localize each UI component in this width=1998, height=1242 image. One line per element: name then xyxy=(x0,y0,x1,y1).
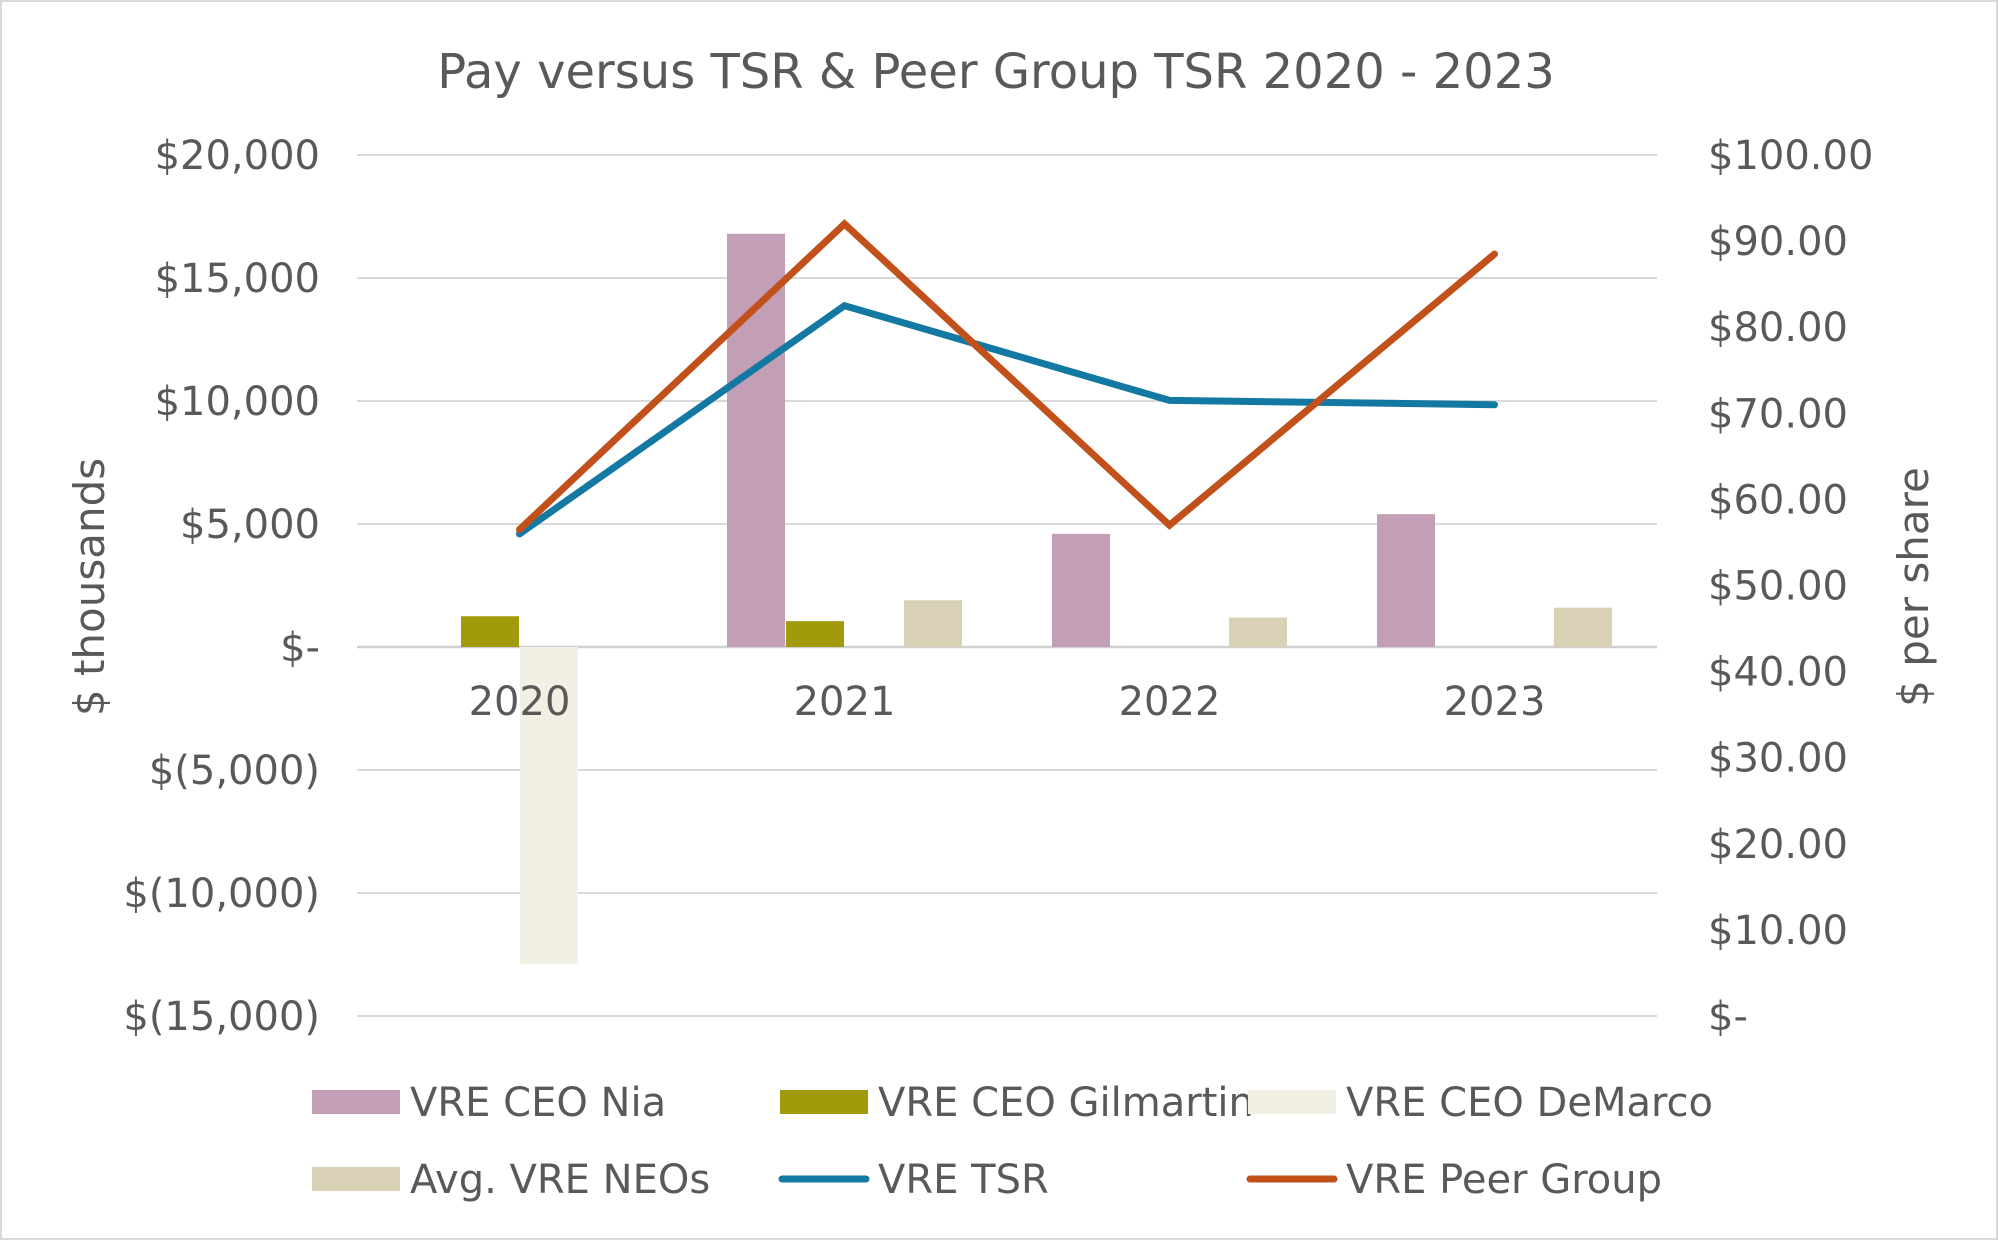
left-tick-label: $(5,000) xyxy=(149,748,320,794)
right-tick-label: $- xyxy=(1708,994,1748,1040)
right-axis-label: $ per share xyxy=(1889,467,1938,707)
left-tick-label: $5,000 xyxy=(180,502,320,548)
left-tick-label: $- xyxy=(280,625,320,671)
category-labels: 2020 2021 2022 2023 xyxy=(469,679,1546,725)
bar xyxy=(727,233,785,647)
category-label: 2023 xyxy=(1444,679,1546,725)
right-tick-label: $50.00 xyxy=(1708,564,1848,610)
lines xyxy=(516,219,1498,538)
category-label: 2021 xyxy=(794,679,896,725)
bar xyxy=(520,647,578,965)
right-tick-label: $20.00 xyxy=(1708,822,1848,868)
bar xyxy=(904,600,962,647)
legend-label: VRE CEO Nia xyxy=(410,1080,666,1126)
legend-item: VRE TSR xyxy=(778,1157,1049,1203)
legend-item: VRE CEO Nia xyxy=(312,1080,666,1126)
left-tick-label: $(15,000) xyxy=(123,994,320,1040)
legend-item: VRE CEO Gilmartin xyxy=(780,1080,1254,1126)
legend-label: VRE CEO Gilmartin xyxy=(878,1080,1254,1126)
category-label: 2020 xyxy=(469,679,571,725)
bar xyxy=(1229,617,1287,647)
left-tick-label: $15,000 xyxy=(155,256,320,302)
legend-label: VRE CEO DeMarco xyxy=(1346,1080,1713,1126)
legend-label: VRE Peer Group xyxy=(1346,1157,1662,1203)
right-tick-label: $70.00 xyxy=(1708,391,1848,437)
left-tick-label: $20,000 xyxy=(155,133,320,179)
right-tick-label: $90.00 xyxy=(1708,219,1848,265)
right-tick-label: $40.00 xyxy=(1708,650,1848,696)
left-tick-label: $10,000 xyxy=(155,379,320,425)
right-axis-ticks: $100.00 $90.00 $80.00 $70.00 $60.00 $50.00 $40… xyxy=(1708,133,1873,1040)
bar xyxy=(1377,514,1435,647)
bar xyxy=(1052,533,1110,647)
legend-swatch xyxy=(312,1167,400,1191)
legend-item: Avg. VRE NEOs xyxy=(312,1157,710,1203)
category-label: 2022 xyxy=(1119,679,1221,725)
left-axis-label: $ thousands xyxy=(65,458,114,716)
legend-label: Avg. VRE NEOs xyxy=(410,1157,710,1203)
right-tick-label: $100.00 xyxy=(1708,133,1873,179)
legend-item: VRE CEO DeMarco xyxy=(1248,1080,1713,1126)
legend-label: VRE TSR xyxy=(878,1157,1049,1203)
legend-swatch xyxy=(780,1090,868,1114)
right-tick-label: $80.00 xyxy=(1708,305,1848,351)
legend: VRE CEO Nia VRE CEO Gilmartin VRE CEO DeMa… xyxy=(312,1080,1713,1203)
legend-swatch xyxy=(1248,1090,1336,1114)
legend-swatch xyxy=(312,1090,400,1114)
series-line xyxy=(516,301,1498,538)
left-tick-label: $(10,000) xyxy=(123,871,320,917)
bar xyxy=(786,621,844,647)
left-axis-ticks: $20,000 $15,000 $10,000 $5,000 $- $(5,000) $(1… xyxy=(123,133,320,1040)
right-tick-label: $10.00 xyxy=(1708,908,1848,954)
bar xyxy=(461,616,519,647)
bars xyxy=(461,233,1612,965)
legend-item: VRE Peer Group xyxy=(1246,1157,1662,1203)
right-tick-label: $60.00 xyxy=(1708,477,1848,523)
chart-title: Pay versus TSR & Peer Group TSR 2020 - 2… xyxy=(437,44,1555,100)
right-tick-label: $30.00 xyxy=(1708,736,1848,782)
bar xyxy=(1554,607,1612,647)
series-line xyxy=(516,219,1498,534)
